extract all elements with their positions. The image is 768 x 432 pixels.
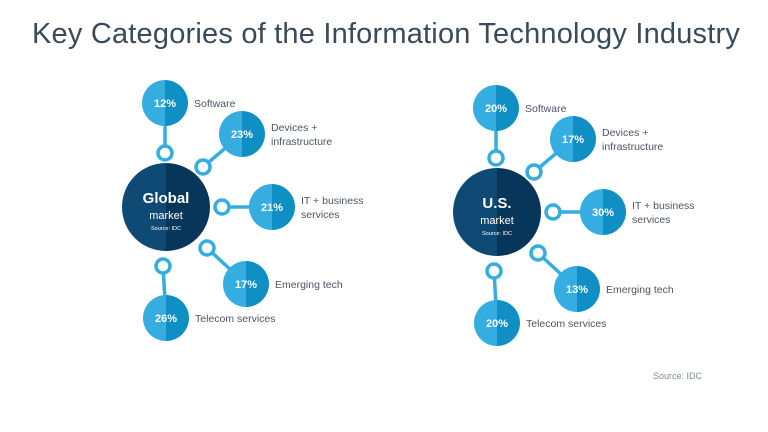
category-label: Devices +	[602, 127, 648, 139]
category-node	[219, 111, 265, 157]
connector-ring	[544, 203, 562, 221]
category-node-right	[166, 295, 189, 341]
category-label: Telecom services	[195, 313, 276, 325]
category-node-right	[573, 116, 596, 162]
category-label: IT + business	[301, 195, 364, 207]
market-source: Source: IDC	[151, 226, 181, 232]
category-percent: 30%	[592, 207, 614, 219]
category-node-left	[554, 266, 577, 312]
market-hub-right	[166, 163, 210, 251]
category-label: services	[632, 214, 671, 226]
category-node-left	[580, 189, 603, 235]
connector-ring	[485, 262, 503, 280]
category-percent: 23%	[231, 129, 253, 141]
category-label: Emerging tech	[275, 279, 343, 291]
category-node-right	[165, 80, 188, 126]
category-percent: 17%	[562, 134, 584, 146]
category-node-left	[550, 116, 573, 162]
category-percent: 26%	[155, 313, 177, 325]
market-name: Global	[143, 190, 190, 207]
category-label: IT + business	[632, 200, 695, 212]
category-node-left	[473, 85, 496, 131]
connector-ring	[525, 163, 543, 181]
market-diagram-us: 20% Software 17% Devices + infrastructure 30%…	[453, 85, 695, 346]
category-label: Devices +	[271, 122, 317, 134]
category-label: services	[301, 209, 340, 221]
category-node-right	[242, 111, 265, 157]
category-node-left	[143, 295, 166, 341]
source-note: Source: IDC	[653, 371, 703, 381]
category-node	[249, 184, 295, 230]
category-percent: 13%	[566, 284, 588, 296]
category-label: Software	[525, 103, 567, 115]
category-label: Telecom services	[526, 318, 607, 330]
category-label: infrastructure	[602, 141, 663, 153]
market-name: U.S.	[482, 195, 511, 212]
category-percent: 17%	[235, 279, 257, 291]
category-node-left	[223, 261, 246, 307]
slide-title: Key Categories of the Information Techno…	[32, 18, 741, 50]
category-label: infrastructure	[271, 136, 332, 148]
market-hub-left	[122, 163, 166, 251]
category-node	[143, 295, 189, 341]
category-node-right	[603, 189, 626, 235]
market-hub	[453, 168, 541, 256]
connector-ring	[154, 257, 172, 275]
connector-ring	[213, 198, 231, 216]
market-hub	[122, 163, 210, 251]
category-node	[474, 300, 520, 346]
connector-ring	[198, 239, 216, 257]
category-node-left	[474, 300, 497, 346]
category-node-right	[496, 85, 519, 131]
category-node	[580, 189, 626, 235]
category-percent: 12%	[154, 98, 176, 110]
category-percent: 21%	[261, 202, 283, 214]
market-diagram-global: 12% Software 23% Devices + infrastructure 21%…	[122, 80, 364, 341]
market-hub-right	[497, 168, 541, 256]
category-node-left	[142, 80, 165, 126]
connector-ring	[194, 158, 212, 176]
market-source: Source: IDC	[482, 231, 512, 237]
connector-ring	[487, 149, 505, 167]
category-node-right	[272, 184, 295, 230]
category-node-right	[497, 300, 520, 346]
category-node	[223, 261, 269, 307]
category-percent: 20%	[486, 318, 508, 330]
category-label: Software	[194, 98, 236, 110]
market-hub-left	[453, 168, 497, 256]
category-node	[473, 85, 519, 131]
market-subtitle: market	[149, 210, 183, 222]
market-subtitle: market	[480, 215, 514, 227]
category-node-right	[246, 261, 269, 307]
connector-ring	[529, 244, 547, 262]
category-node	[550, 116, 596, 162]
category-node-left	[219, 111, 242, 157]
category-label: Emerging tech	[606, 284, 674, 296]
category-percent: 20%	[485, 103, 507, 115]
category-node	[142, 80, 188, 126]
category-node-left	[249, 184, 272, 230]
category-node-right	[577, 266, 600, 312]
connector-ring	[156, 144, 174, 162]
category-node	[554, 266, 600, 312]
